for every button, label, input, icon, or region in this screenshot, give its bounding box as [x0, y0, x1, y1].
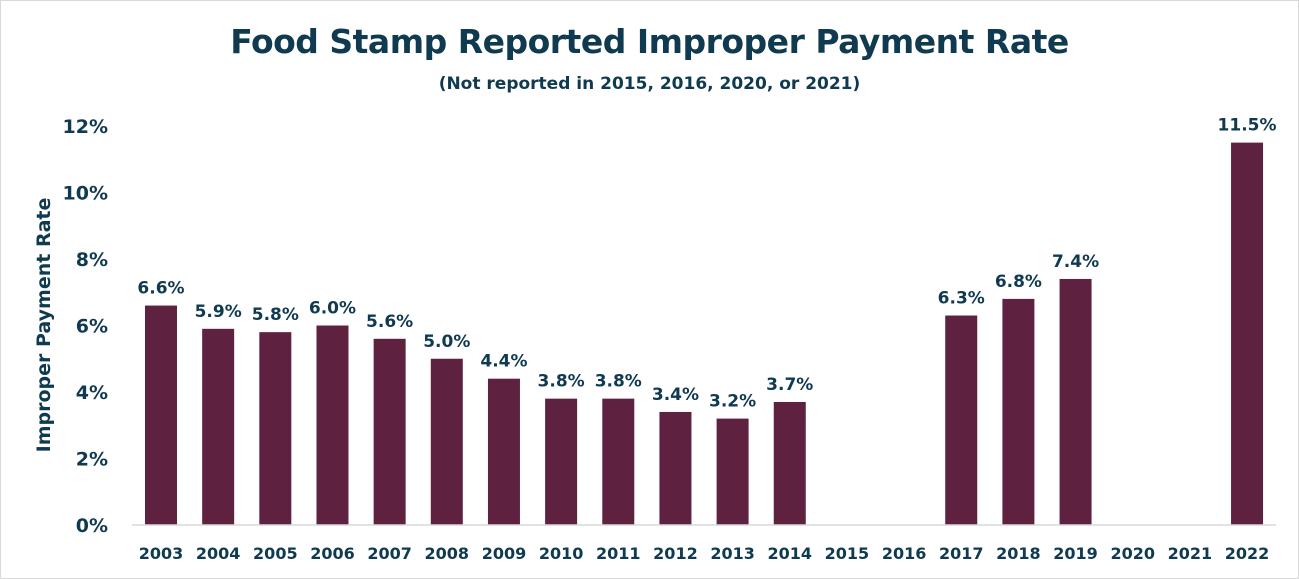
chart-title: Food Stamp Reported Improper Payment Rat…	[230, 22, 1069, 61]
bar-2011	[602, 398, 635, 525]
x-tick-label: 2005	[253, 544, 298, 563]
x-tick-label: 2020	[1110, 544, 1155, 563]
x-tick-label: 2011	[596, 544, 641, 563]
data-label-2006: 6.0%	[309, 299, 356, 319]
data-label-2013: 3.2%	[709, 392, 756, 412]
bar-2017	[945, 315, 978, 525]
x-tick-label: 2006	[310, 544, 355, 563]
data-label-2010: 3.8%	[538, 372, 585, 392]
bar-2012	[659, 411, 692, 525]
y-tick-label: 8%	[76, 249, 108, 271]
x-tick-label: 2022	[1225, 544, 1270, 563]
y-tick-label: 2%	[76, 449, 108, 471]
bar-2008	[430, 358, 463, 525]
data-label-2022: 11.5%	[1218, 116, 1277, 136]
chart-subtitle: (Not reported in 2015, 2016, 2020, or 20…	[438, 74, 861, 94]
x-tick-label: 2017	[939, 544, 984, 563]
bar-2006	[316, 325, 349, 525]
y-axis-label: Improper Payment Rate	[33, 198, 55, 453]
bar-2003	[145, 305, 177, 525]
bar-2019	[1059, 278, 1092, 525]
x-tick-label: 2015	[825, 544, 870, 563]
data-label-2007: 5.6%	[366, 312, 413, 332]
x-tick-label: 2021	[1168, 544, 1213, 563]
bar-2013	[716, 418, 749, 525]
x-tick-label: 2018	[996, 544, 1041, 563]
data-label-2009: 4.4%	[480, 352, 527, 372]
bar-2005	[259, 332, 292, 525]
x-tick-label: 2016	[882, 544, 927, 563]
bar-2010	[545, 398, 578, 525]
data-label-2012: 3.4%	[652, 385, 699, 405]
x-tick-label: 2007	[367, 544, 412, 563]
data-label-2018: 6.8%	[995, 272, 1042, 292]
bar-2009	[487, 378, 520, 525]
x-tick-label: 2003	[139, 544, 184, 563]
data-label-2017: 6.3%	[938, 289, 985, 309]
data-label-2014: 3.7%	[766, 375, 813, 395]
bar-2022	[1231, 142, 1264, 525]
y-tick-label: 12%	[63, 116, 108, 138]
bar-2004	[202, 328, 235, 525]
y-tick-label: 0%	[76, 515, 108, 537]
y-tick-label: 4%	[76, 382, 108, 404]
data-label-2003: 6.6%	[137, 279, 184, 299]
x-tick-label: 2013	[710, 544, 755, 563]
data-label-2011: 3.8%	[595, 372, 642, 392]
y-tick-label: 6%	[76, 316, 108, 338]
x-tick-label: 2008	[425, 544, 470, 563]
x-tick-label: 2014	[767, 544, 812, 563]
x-tick-label: 2010	[539, 544, 584, 563]
data-label-2019: 7.4%	[1052, 252, 1099, 272]
x-tick-label: 2004	[196, 544, 241, 563]
y-tick-label: 10%	[63, 183, 108, 205]
bar-2014	[773, 401, 806, 525]
data-label-2005: 5.8%	[252, 305, 299, 325]
data-label-2008: 5.0%	[423, 332, 470, 352]
x-tick-label: 2019	[1053, 544, 1098, 563]
x-tick-label: 2009	[482, 544, 527, 563]
bar-2018	[1002, 298, 1035, 525]
x-tick-label: 2012	[653, 544, 698, 563]
data-label-2004: 5.9%	[195, 302, 242, 322]
bar-2007	[373, 338, 406, 525]
